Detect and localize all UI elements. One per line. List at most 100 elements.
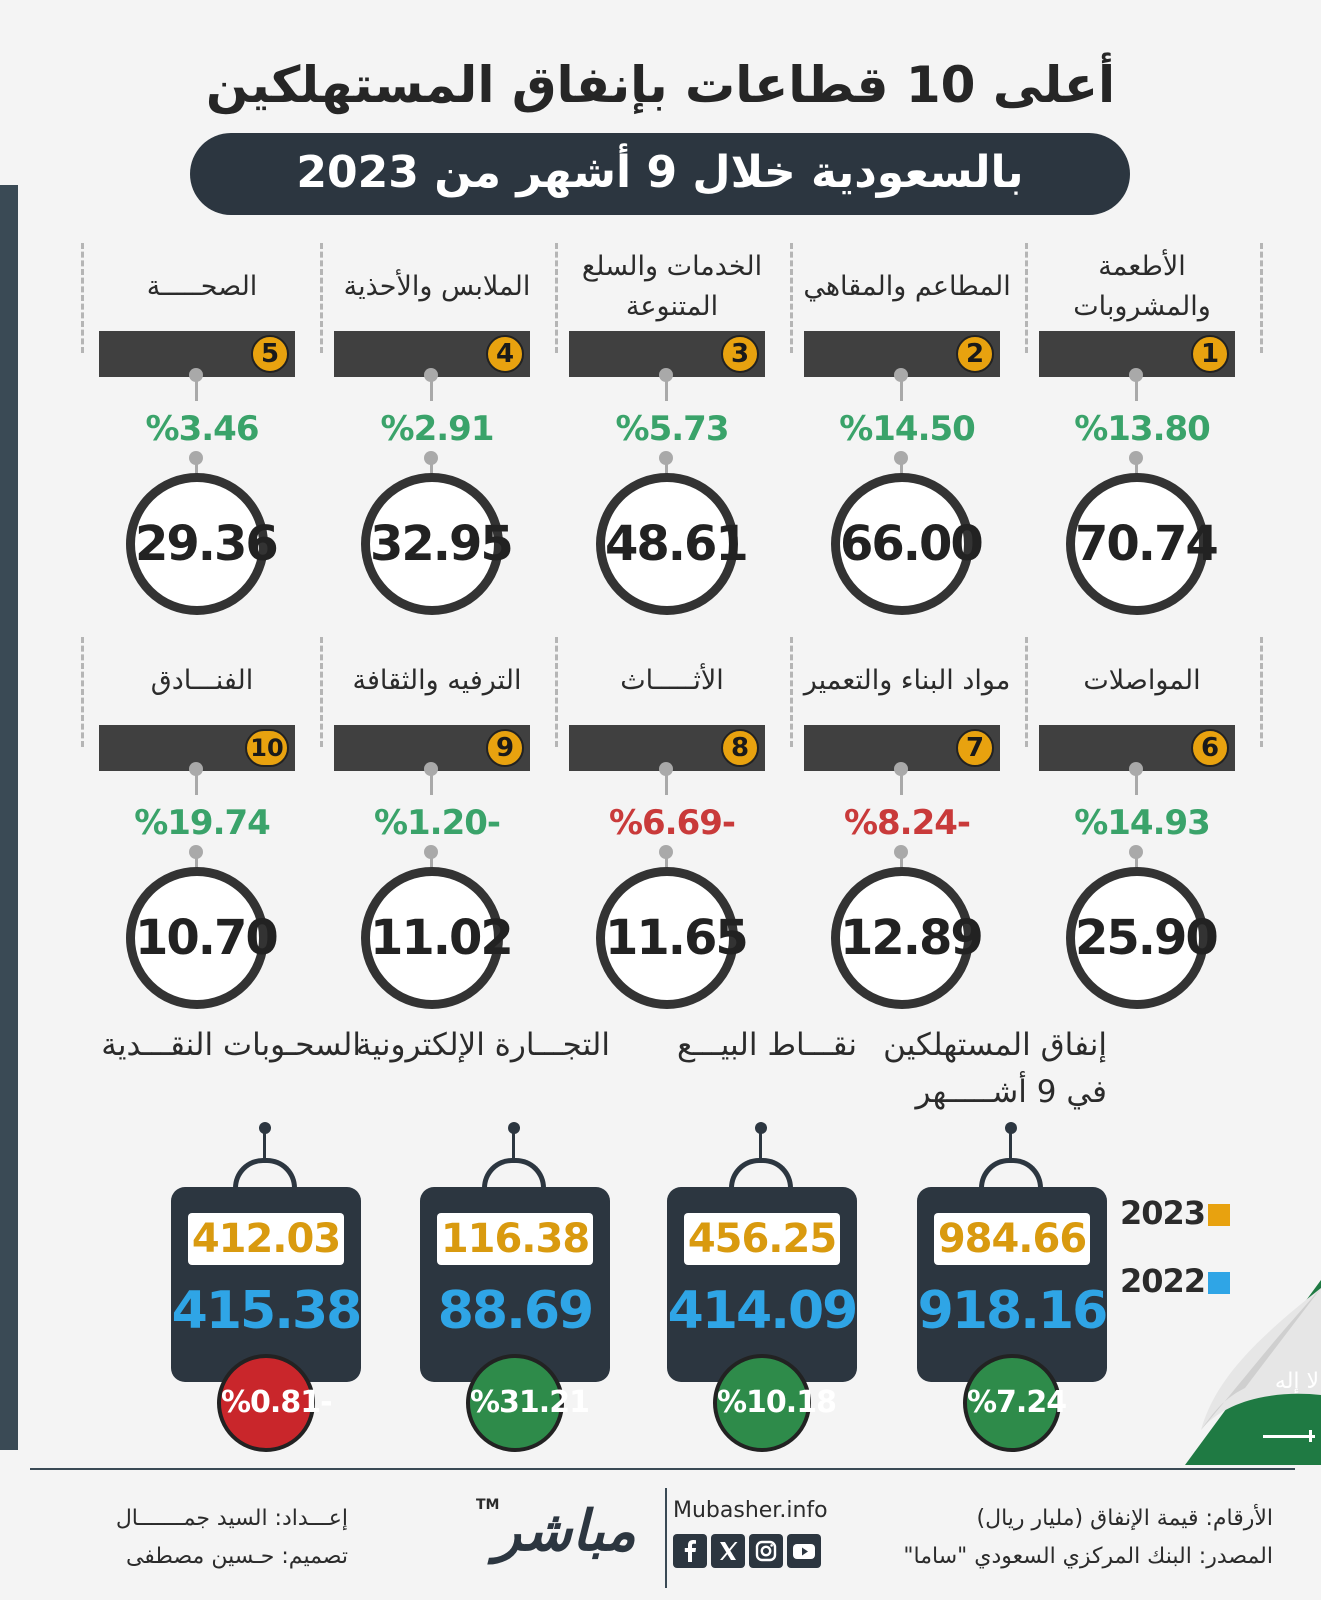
footer-separator <box>665 1488 667 1588</box>
dashed-divider <box>320 637 323 747</box>
value-2022: 918.16 <box>917 1281 1109 1341</box>
legend-label: 2023 <box>1120 1194 1206 1232</box>
channel-name: السحـوبات النقـــدية <box>101 1027 361 1063</box>
rank-badge: 8 <box>721 729 759 767</box>
connector-line <box>1135 377 1138 401</box>
connector-dot <box>508 1122 520 1134</box>
change-badge: %10.18 <box>713 1354 837 1452</box>
connector-line <box>665 377 668 401</box>
value-2023: 456.25 <box>684 1213 840 1265</box>
connector-dot <box>189 762 203 776</box>
sector-change: %19.74 <box>134 803 271 843</box>
footer-source: المصدر: البنك المركزي السعودي "ساما" <box>903 1544 1273 1569</box>
rank-badge: 2 <box>956 335 994 373</box>
sector-change: %3.46 <box>145 409 260 449</box>
site-url[interactable]: Mubasher.info <box>673 1498 828 1523</box>
connector-dot <box>659 845 673 859</box>
facebook-icon[interactable] <box>673 1534 707 1568</box>
sector-change: %14.50 <box>839 409 976 449</box>
value-2023: 412.03 <box>188 1213 344 1265</box>
footer-design: تصميم: حـسين مصطفى <box>125 1544 348 1569</box>
dashed-divider <box>81 243 84 353</box>
dashed-divider <box>1025 243 1028 353</box>
dashed-divider <box>1260 243 1263 353</box>
connector-dot <box>659 368 673 382</box>
rank-badge: 6 <box>1191 729 1229 767</box>
change-badge: %7.24 <box>963 1354 1067 1452</box>
connector-dot <box>894 845 908 859</box>
connector-line <box>1009 1132 1012 1162</box>
instagram-icon[interactable] <box>749 1534 783 1568</box>
sector-name: الملابس والأحذية <box>343 271 531 302</box>
sector-card: الأطعمة والمشروبات 1 %13.80 70.74 <box>1027 243 1263 615</box>
value-2023: 984.66 <box>934 1213 1090 1265</box>
connector-dot <box>189 451 203 465</box>
sector-card: مواد البناء والتعمير 7 %8.24- 12.89 <box>792 637 1028 1009</box>
rank-badge: 5 <box>251 335 289 373</box>
sector-change: %6.69- <box>608 803 736 843</box>
legend-swatch <box>1208 1204 1230 1226</box>
value-2022: 414.09 <box>667 1281 859 1341</box>
sector-change: %1.20- <box>373 803 501 843</box>
svg-text:لا إله: لا إله <box>1275 1369 1319 1394</box>
value-2022: 415.38 <box>171 1281 363 1341</box>
page-title: أعلى 10 قطاعات بإنفاق المستهلكين <box>205 56 1116 114</box>
sector-value: 10.70 <box>126 867 279 1009</box>
connector-dot <box>894 451 908 465</box>
connector-dot <box>189 368 203 382</box>
rank-badge: 3 <box>721 335 759 373</box>
rank-badge: 1 <box>1191 335 1229 373</box>
legend-swatch <box>1208 1272 1230 1294</box>
connector-dot <box>1129 762 1143 776</box>
sector-card: الترفيه والثقافة 9 %1.20- 11.02 <box>322 637 558 1009</box>
dashed-divider <box>790 637 793 747</box>
legend-2023: 2023 <box>1120 1194 1230 1234</box>
connector-line <box>195 771 198 795</box>
dashed-divider <box>555 637 558 747</box>
channel-name: نقـــاط البيـــع <box>676 1027 857 1063</box>
sector-name: الفنـــادق <box>150 665 254 696</box>
channel-name: التجـــارة الإلكترونية <box>355 1027 610 1063</box>
sector-card: المواصلات 6 %14.93 25.90 <box>1027 637 1263 1009</box>
dashed-divider <box>1025 637 1028 747</box>
connector-line <box>665 771 668 795</box>
sector-name: الصحـــــة <box>146 271 258 302</box>
sector-value: 32.95 <box>361 473 514 615</box>
x-icon[interactable] <box>711 1534 745 1568</box>
connector-line <box>430 377 433 401</box>
sector-value: 12.89 <box>831 867 984 1009</box>
value-2022: 88.69 <box>437 1281 594 1341</box>
logo-tm: TM <box>476 1497 500 1513</box>
connector-dot <box>1129 845 1143 859</box>
change-badge: %31.21 <box>466 1354 590 1452</box>
sector-card: الأثـــــاث 8 %6.69- 11.65 <box>557 637 793 1009</box>
connector-dot <box>1129 451 1143 465</box>
sector-change: %5.73 <box>615 409 730 449</box>
footer-units: الأرقام: قيمة الإنفاق (مليار ريال) <box>976 1506 1274 1531</box>
sector-change: %13.80 <box>1074 409 1211 449</box>
sector-name: الترفيه والثقافة <box>352 665 522 696</box>
sector-name: الأطعمة والمشروبات <box>1073 251 1211 322</box>
sector-name: المطاعم والمقاهي <box>803 271 1011 302</box>
connector-dot <box>424 451 438 465</box>
channel-name: إنفاق المستهلكين في 9 أشـــــهر <box>883 1027 1107 1110</box>
dashed-divider <box>1260 637 1263 747</box>
rank-badge: 4 <box>486 335 524 373</box>
connector-line <box>263 1132 266 1162</box>
value-2023: 116.38 <box>437 1213 593 1265</box>
social-links <box>673 1534 825 1570</box>
connector-dot <box>1129 368 1143 382</box>
change-badge: %0.81- <box>217 1354 333 1452</box>
mubasher-logo: TM مباشر <box>470 1495 660 1575</box>
connector-dot <box>894 762 908 776</box>
saudi-flag-corner-icon: لا إله <box>1185 1280 1321 1465</box>
connector-dot <box>1005 1122 1017 1134</box>
logo-text: مباشر <box>494 1499 636 1564</box>
connector-line <box>512 1132 515 1162</box>
sector-bar: 1 <box>1039 331 1235 377</box>
youtube-icon[interactable] <box>787 1534 821 1568</box>
sector-value: 70.74 <box>1066 473 1219 615</box>
sector-change: %2.91 <box>380 409 495 449</box>
sector-value: 48.61 <box>596 473 749 615</box>
rank-badge: 7 <box>956 729 994 767</box>
